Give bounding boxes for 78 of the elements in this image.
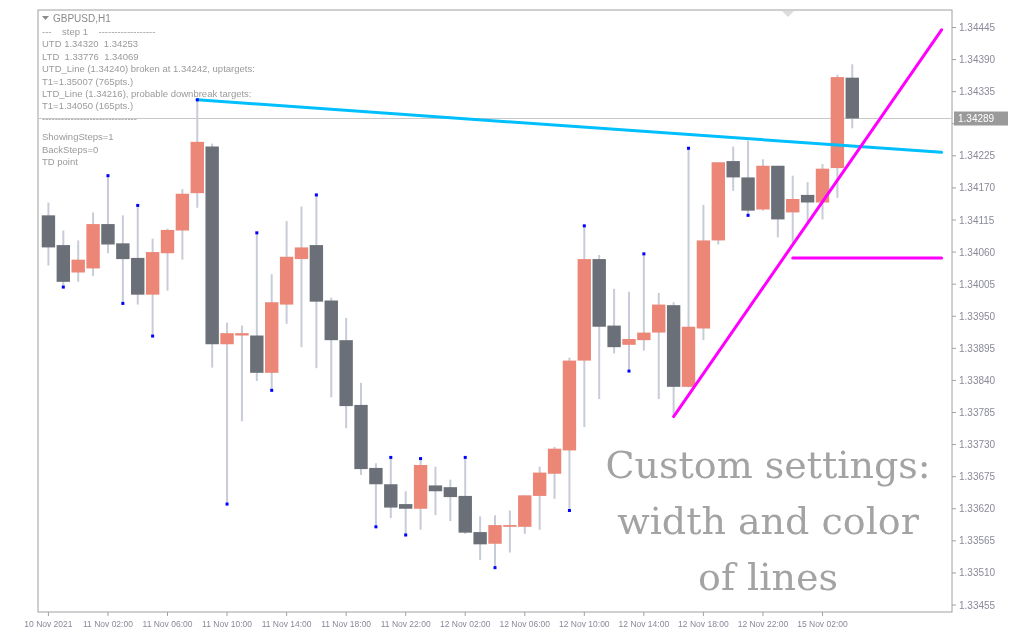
x-tick-label: 11 Nov 02:00	[83, 619, 134, 629]
y-tick-label: 1.33785	[959, 407, 996, 418]
point	[642, 252, 646, 256]
x-tick-label: 12 Nov 02:00	[439, 619, 491, 629]
point	[746, 213, 750, 217]
y-tick-label: 1.34335	[959, 86, 996, 98]
point	[270, 388, 274, 392]
annotation: UTD_Line (1.34240) broken at 1.34242, uptargets:	[42, 63, 255, 75]
y-tick-label: 1.34225	[959, 150, 996, 162]
y-tick-label: 1.33730	[959, 439, 996, 451]
candlestick	[428, 465, 443, 517]
point	[627, 369, 631, 373]
point	[225, 502, 229, 506]
x-tick-label: 11 Nov 18:00	[321, 619, 372, 629]
annotation: Custom settings: width and color of lines	[605, 443, 931, 599]
annotation: ------------------------------	[42, 112, 137, 124]
x-tick-label: 11 Nov 22:00	[380, 619, 431, 629]
ref-line-label: 1.34289	[958, 113, 995, 124]
y-tick-label: 1.33895	[959, 342, 996, 354]
candlestick	[786, 174, 800, 245]
annotation: T1=1.35007 (765pts.)	[42, 75, 134, 87]
y-tick-label: 1.33455	[959, 599, 996, 611]
candlestick	[294, 205, 309, 349]
candlestick	[384, 456, 398, 520]
annotation: LTD_Line (1.34216), probable downbreak targets:	[42, 88, 252, 99]
y-tick-label: 1.33620	[959, 503, 996, 515]
x-tick-label: 15 Nov 02:00	[797, 619, 849, 629]
annotation: BackSteps=0	[42, 143, 99, 155]
candlestick	[160, 227, 175, 292]
point	[121, 301, 125, 305]
point	[463, 455, 467, 459]
point	[419, 457, 423, 461]
point	[374, 525, 378, 529]
point	[404, 533, 408, 537]
annotation: T1=1.34050 (165pts.)	[42, 100, 134, 112]
point	[582, 224, 586, 228]
x-tick-label: 12 Nov 06:00	[499, 619, 551, 629]
x-tick-label: 11 Nov 14:00	[261, 619, 312, 629]
point	[136, 203, 140, 207]
point	[567, 509, 571, 512]
y-tick-label: 1.34060	[959, 246, 996, 258]
x-tick-label: 11 Nov 10:00	[202, 619, 253, 629]
x-tick-label: 12 Nov 22:00	[737, 619, 789, 629]
y-tick-label: 1.34005	[959, 278, 996, 290]
y-tick-label: 1.33675	[959, 471, 996, 483]
x-tick-label: 10 Nov 2021	[24, 619, 73, 629]
point	[687, 146, 691, 150]
y-tick-label: 1.34390	[959, 54, 996, 66]
candlestick	[726, 145, 740, 192]
point	[314, 193, 318, 197]
x-tick-label: 12 Nov 10:00	[559, 619, 610, 629]
candlestick	[443, 478, 458, 522]
point	[61, 285, 65, 289]
y-tick-label: 1.34115	[959, 214, 995, 226]
point	[389, 455, 393, 459]
point	[151, 334, 155, 338]
point	[255, 231, 259, 235]
y-tick-label: 1.34445	[959, 22, 996, 33]
y-tick-label: 1.34170	[959, 182, 996, 194]
point	[106, 174, 110, 178]
candlestick	[398, 490, 413, 536]
candlestick	[800, 181, 815, 223]
y-tick-label: 1.33950	[959, 310, 996, 322]
annotation: UTD 1.34320 1.34253	[42, 38, 139, 50]
y-tick-label: 1.33840	[959, 374, 996, 386]
point	[493, 566, 497, 570]
point	[195, 98, 199, 102]
annotation: LTD 1.33776 1.34069	[42, 50, 139, 62]
x-tick-label: 12 Nov 18:00	[678, 619, 729, 629]
annotation: --- step 1 ------------------	[42, 26, 156, 37]
x-tick-label: 11 Nov 06:00	[142, 619, 193, 629]
chart-title: GBPUSD,H1	[53, 13, 112, 24]
candlestick	[532, 465, 547, 531]
y-tick-label: 1.33565	[959, 535, 996, 547]
annotation: TD point	[42, 156, 79, 167]
annotation: ShowingSteps=1	[42, 131, 114, 143]
y-tick-label: 1.33510	[959, 567, 996, 579]
x-tick-label: 12 Nov 14:00	[618, 619, 670, 629]
